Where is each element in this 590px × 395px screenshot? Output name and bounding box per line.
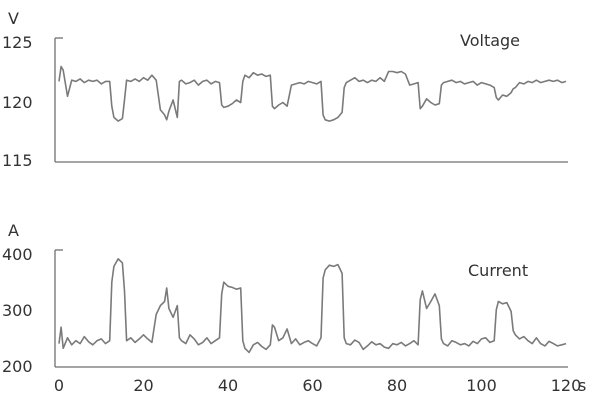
x-axis-unit-label: s bbox=[578, 376, 586, 395]
voltage-panel: V Voltage 125 120 115 bbox=[2, 9, 568, 170]
x-tick-label-60: 60 bbox=[302, 376, 322, 395]
voltage-ytick-125: 125 bbox=[2, 33, 33, 52]
x-tick-label-80: 80 bbox=[387, 376, 407, 395]
x-tick-label-20: 20 bbox=[133, 376, 153, 395]
voltage-unit-label: V bbox=[8, 9, 19, 28]
voltage-ytick-115: 115 bbox=[2, 151, 33, 170]
voltage-series-label: Voltage bbox=[460, 31, 520, 50]
voltage-ytick-120: 120 bbox=[2, 93, 33, 112]
x-tick-label-120: 120 bbox=[551, 376, 582, 395]
x-tick-label-0: 0 bbox=[54, 376, 64, 395]
current-ytick-300: 300 bbox=[2, 301, 33, 320]
current-unit-label: A bbox=[8, 221, 19, 240]
x-tick-label-40: 40 bbox=[218, 376, 238, 395]
current-series-label: Current bbox=[468, 261, 528, 280]
current-series-line bbox=[58, 258, 567, 354]
voltage-series-line bbox=[58, 65, 567, 122]
current-ytick-200: 200 bbox=[2, 357, 33, 376]
current-ytick-400: 400 bbox=[2, 245, 33, 264]
x-tick-label-100: 100 bbox=[466, 376, 497, 395]
